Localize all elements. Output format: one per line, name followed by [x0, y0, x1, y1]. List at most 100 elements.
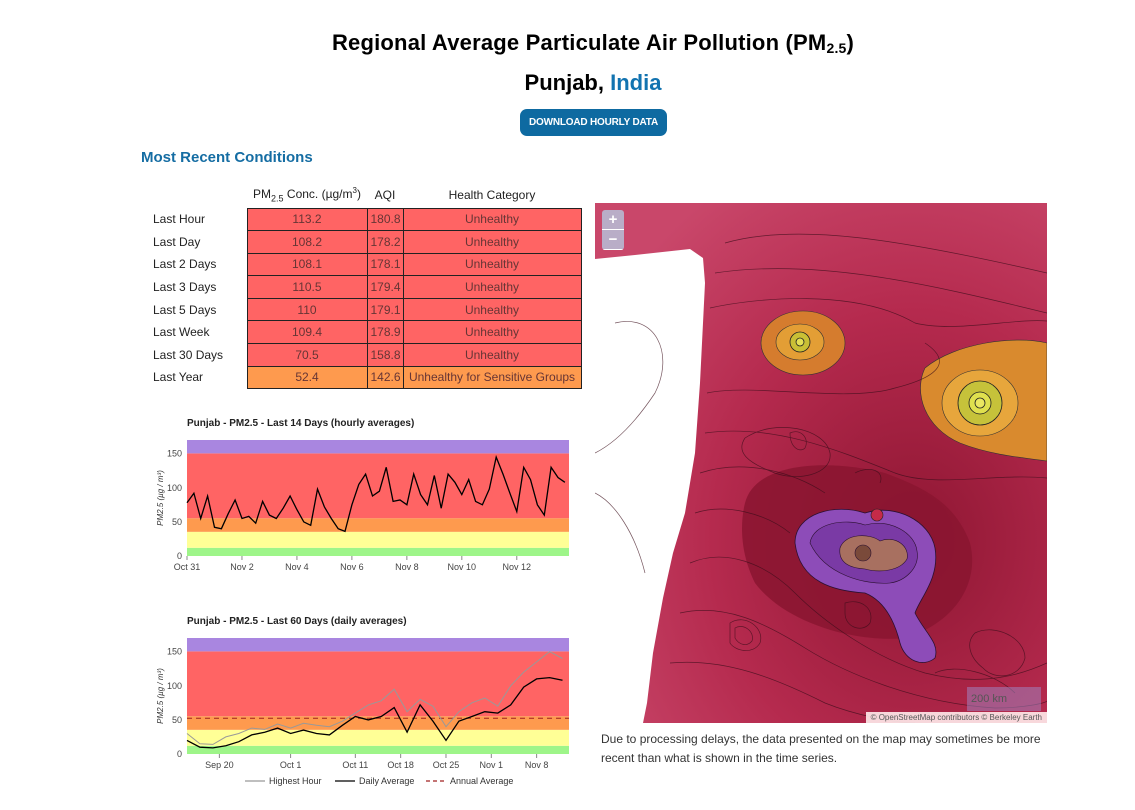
aqi-value: 158.8: [366, 343, 404, 367]
series-line-hourly-average: [186, 454, 566, 533]
health-category: Unhealthy: [402, 252, 582, 277]
map-note: Due to processing delays, the data prese…: [601, 732, 1041, 765]
pollution-contour-map[interactable]: [595, 203, 1047, 723]
pm-value: 110: [246, 297, 368, 322]
health-category: Unhealthy: [402, 343, 582, 367]
chart-14-days: 0 50 100 150 Oct 31 Nov 2 Nov 4 Nov 6 Nov 8 Nov 1…: [156, 440, 569, 572]
title-subscript: 2.5: [826, 40, 847, 56]
x-tick-label: Oct 1: [280, 760, 302, 770]
x-tick-label: Nov 8: [395, 562, 419, 572]
zoom-in-button[interactable]: +: [602, 210, 624, 230]
row-label: Last Year: [153, 370, 204, 385]
chart-60-days-title: Punjab - PM2.5 - Last 60 Days (daily ave…: [187, 616, 407, 627]
zoom-out-button[interactable]: −: [602, 230, 624, 250]
x-tick-label: Nov 8: [525, 760, 549, 770]
chart-60-days: 0 50 100 150 Sep 20 Oct 1 Oct 11 Oct 18 Oct 25 No…: [156, 638, 569, 786]
row-label: Last Day: [153, 234, 201, 249]
table-row: Last Week 109.4 178.9 Unhealthy: [145, 320, 582, 345]
y-axis-label: PM2.5 (µg / m³): [156, 470, 165, 526]
pm-value: 52.4: [246, 365, 368, 390]
health-category: Unhealthy: [402, 320, 582, 345]
chart-14-days-title: Punjab - PM2.5 - Last 14 Days (hourly av…: [187, 418, 415, 429]
y-tick-label: 150: [167, 449, 182, 459]
y-axis-label: PM2.5 (µg / m³): [156, 668, 165, 724]
aqi-band: [187, 729, 569, 746]
x-tick-label: Oct 11: [342, 760, 368, 770]
map-region-fill: [595, 203, 1047, 723]
y-tick-label: 50: [172, 517, 182, 527]
aqi-value: 180.8: [366, 207, 404, 232]
pm-value: 108.1: [246, 252, 368, 277]
aqi-band: [187, 547, 569, 556]
x-tick-label: Sep 20: [205, 760, 234, 770]
region-title: Punjab, India: [0, 70, 1135, 96]
row-label: Last 5 Days: [153, 302, 217, 317]
region-name: Punjab,: [524, 70, 604, 95]
pm-value: 109.4: [246, 320, 368, 345]
y-tick-label: 0: [177, 749, 182, 759]
y-tick-label: 50: [172, 715, 182, 725]
x-tick-label: Oct 25: [433, 760, 460, 770]
aqi-value: 142.6: [366, 365, 404, 390]
x-tick-label: Nov 1: [480, 760, 504, 770]
aqi-band: [187, 518, 569, 532]
x-tick-label: Oct 18: [387, 760, 414, 770]
legend-label: Daily Average: [359, 776, 414, 786]
row-label: Last 3 Days: [153, 280, 217, 295]
table-row: Last Hour 113.2 180.8 Unhealthy: [145, 207, 582, 232]
zoom-control: + −: [602, 210, 624, 250]
title-text: Regional Average Particulate Air Polluti…: [331, 30, 827, 55]
header-blank: [145, 182, 247, 208]
health-category: Unhealthy: [402, 297, 582, 322]
pollution-map[interactable]: + − 200 km © OpenStreetMap contributors …: [595, 203, 1047, 723]
aqi-band: [187, 745, 569, 754]
aqi-value: 178.9: [366, 320, 404, 345]
title-close: ): [846, 30, 855, 55]
table-row: Last 30 Days 70.5 158.8 Unhealthy: [145, 343, 582, 367]
pm-value: 113.2: [246, 207, 368, 232]
aqi-value: 178.1: [366, 252, 404, 277]
x-tick-label: Nov 4: [285, 562, 309, 572]
aqi-band: [187, 651, 569, 717]
health-category: Unhealthy: [402, 230, 582, 254]
country-link[interactable]: India: [610, 70, 662, 95]
section-title-recent-conditions: Most Recent Conditions: [141, 149, 313, 166]
pm-value: 110.5: [246, 275, 368, 299]
row-label: Last Hour: [153, 212, 206, 227]
download-hourly-data-button[interactable]: DOWNLOAD HOURLY DATA: [520, 109, 667, 136]
aqi-band: [187, 440, 569, 454]
y-tick-label: 100: [167, 483, 182, 493]
series-line-daily-average: [186, 676, 563, 749]
y-tick-label: 0: [177, 551, 182, 561]
aqi-value: 179.4: [366, 275, 404, 299]
legend-label: Annual Average: [450, 776, 513, 786]
row-label: Last 30 Days: [153, 347, 224, 362]
table-row: Last 3 Days 110.5 179.4 Unhealthy: [145, 275, 582, 299]
header-health-category: Health Category: [448, 187, 536, 202]
y-tick-label: 150: [167, 647, 182, 657]
table-header-row: PM2.5 Conc. (µg/m3) AQI Health Category: [145, 182, 581, 208]
row-label: Last Week: [153, 325, 210, 340]
row-label: Last 2 Days: [153, 257, 217, 272]
aqi-band: [187, 638, 569, 652]
table-row: Last 5 Days 110 179.1 Unhealthy: [145, 297, 582, 322]
table-row: Last 2 Days 108.1 178.1 Unhealthy: [145, 252, 582, 277]
pm-value: 70.5: [246, 343, 368, 367]
health-category: Unhealthy: [402, 207, 582, 232]
aqi-value: 179.1: [366, 297, 404, 322]
health-category: Unhealthy: [402, 275, 582, 299]
health-category: Unhealthy for Sensitive Groups: [402, 365, 582, 390]
aqi-value: 178.2: [366, 230, 404, 254]
map-scale: 200 km: [967, 687, 1041, 711]
map-attribution[interactable]: © OpenStreetMap contributors © Berkeley …: [865, 712, 1047, 723]
page-title: Regional Average Particulate Air Polluti…: [0, 30, 1135, 56]
legend-label: Highest Hour: [269, 776, 322, 786]
y-tick-label: 100: [167, 681, 182, 691]
header-aqi: AQI: [374, 187, 396, 202]
aqi-band: [187, 531, 569, 548]
header-pm-conc: PM2.5 Conc. (µg/m3): [253, 186, 361, 204]
series-line-highest-hour: [186, 651, 563, 745]
x-tick-label: Nov 6: [340, 562, 364, 572]
aqi-band: [187, 453, 569, 519]
pm-value: 108.2: [246, 230, 368, 254]
